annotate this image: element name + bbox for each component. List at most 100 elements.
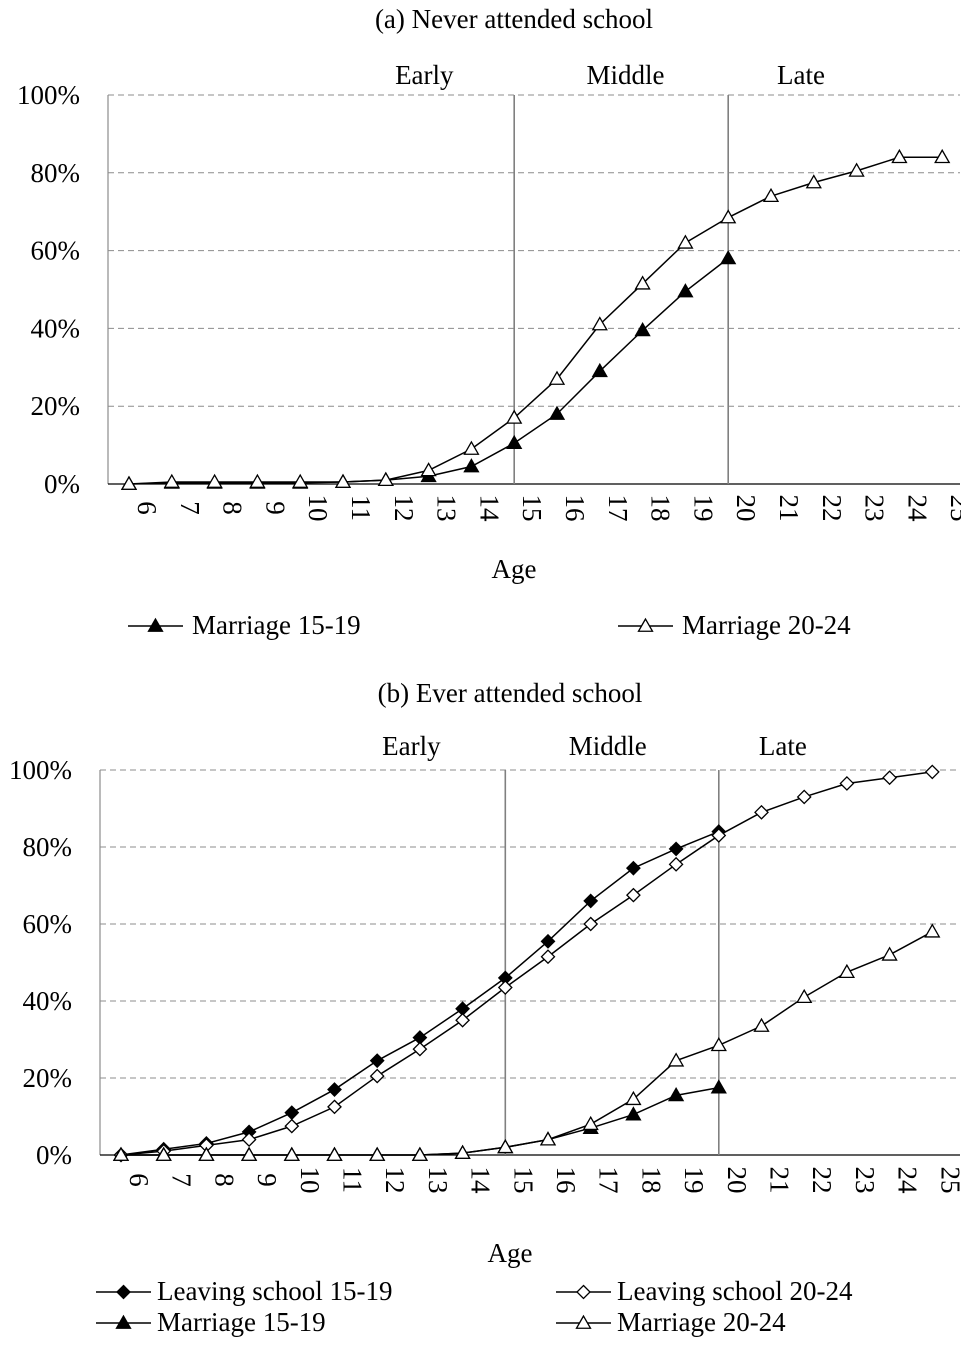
y-tick-label: 60% — [31, 236, 81, 266]
x-tick-label: 7 — [167, 1173, 197, 1187]
data-point — [838, 963, 856, 979]
legend-label: Marriage 15-19 — [157, 1307, 326, 1337]
x-tick-label: 22 — [807, 1167, 837, 1194]
data-point — [848, 162, 865, 177]
data-point — [668, 841, 684, 857]
data-point — [241, 1132, 257, 1148]
x-tick-label: 21 — [774, 495, 804, 522]
x-tick-label: 14 — [474, 495, 504, 523]
x-tick-label: 10 — [303, 495, 333, 522]
data-point — [540, 949, 556, 965]
legend-marker — [115, 1314, 132, 1329]
data-point — [292, 473, 309, 488]
y-tick-label: 40% — [31, 313, 81, 343]
x-tick-label: 20 — [731, 495, 761, 522]
x-tick-label: 22 — [817, 495, 847, 522]
legend-label: Leaving school 15-19 — [157, 1276, 392, 1306]
x-tick-label: 9 — [260, 501, 290, 515]
legend-item: Marriage 20-24 — [556, 1307, 786, 1337]
data-point — [120, 475, 138, 490]
x-tick-label: 19 — [688, 495, 718, 522]
data-point — [369, 1068, 385, 1084]
y-tick-label: 40% — [23, 986, 73, 1016]
data-point — [369, 1053, 385, 1069]
series-line — [120, 830, 720, 1156]
x-tick-label: 15 — [517, 495, 547, 522]
panel-a: (a) Never attended school 0% 20% 40% 60% 80% 1… — [17, 4, 961, 640]
chart-title: (b) Ever attended school — [378, 678, 643, 708]
data-point — [710, 1036, 727, 1052]
x-tick-label: 25 — [945, 495, 961, 522]
phase-label: Middle — [569, 731, 647, 761]
data-point — [506, 409, 523, 424]
x-tick-label: 16 — [551, 1167, 581, 1194]
x-tick-label: 24 — [902, 495, 932, 523]
phase-label: Late — [777, 60, 825, 90]
data-point — [710, 1079, 727, 1094]
x-tick-label: 23 — [850, 1167, 880, 1194]
data-point — [668, 856, 684, 872]
data-point — [497, 980, 513, 995]
data-point — [112, 1146, 130, 1161]
x-tick-label: 11 — [346, 495, 376, 521]
data-point — [420, 462, 437, 477]
data-point — [327, 1082, 342, 1097]
data-point — [881, 946, 898, 961]
data-point — [377, 471, 394, 487]
data-point — [625, 860, 641, 876]
legend: Marriage 15-19 Marriage 20-24 — [128, 610, 851, 640]
y-tick-label: 100% — [9, 755, 72, 785]
x-tick-label: 15 — [508, 1167, 538, 1194]
data-point — [924, 923, 941, 938]
x-tick-label: 13 — [432, 495, 462, 522]
data-point — [539, 1131, 557, 1146]
x-tick-label: 23 — [860, 495, 890, 522]
y-tick-label: 20% — [31, 391, 81, 421]
legend-item: Leaving school 20-24 — [556, 1276, 853, 1306]
data-point — [753, 1017, 770, 1032]
legend-marker — [575, 1314, 592, 1329]
x-tick-label: 19 — [679, 1167, 709, 1194]
data-point — [463, 440, 480, 455]
series-marriage-20-24 — [112, 923, 941, 1161]
legend-marker — [147, 617, 164, 632]
legend-item: Marriage 15-19 — [128, 610, 361, 640]
x-tick-label: 18 — [636, 1167, 666, 1194]
legend-marker — [637, 617, 654, 632]
data-point — [284, 1105, 300, 1121]
data-point — [720, 209, 737, 224]
phase-label: Early — [382, 731, 441, 761]
data-point — [934, 148, 951, 164]
data-point — [548, 405, 566, 420]
x-tick-label: 9 — [252, 1173, 282, 1187]
data-point — [720, 250, 737, 265]
data-point — [249, 473, 266, 488]
data-point — [283, 1146, 300, 1161]
data-point — [326, 1146, 343, 1161]
x-tick-label: 11 — [338, 1167, 368, 1193]
x-tick-label: 25 — [935, 1167, 961, 1194]
panel-b: (b) Ever attended school 0% 20% 40% 60% 80% 10… — [9, 678, 961, 1337]
data-point — [625, 1090, 642, 1106]
data-point — [754, 804, 769, 820]
data-point — [163, 473, 180, 488]
data-point — [583, 893, 599, 909]
data-point — [924, 764, 940, 780]
data-point — [463, 458, 480, 473]
data-point — [412, 1041, 428, 1057]
data-point — [548, 370, 566, 385]
data-point — [583, 916, 599, 932]
series-line — [121, 931, 933, 1156]
phase-label: Middle — [586, 60, 664, 90]
x-tick-label: 7 — [175, 501, 205, 515]
data-point — [677, 283, 694, 298]
data-point — [625, 887, 641, 903]
x-axis-title: Age — [492, 554, 537, 584]
x-tick-label: 20 — [722, 1167, 752, 1194]
x-tick-label: 8 — [209, 1173, 239, 1187]
data-point — [497, 1138, 514, 1154]
series-line — [128, 156, 943, 485]
x-tick-label: 8 — [218, 501, 248, 515]
y-tick-label: 0% — [44, 469, 80, 499]
